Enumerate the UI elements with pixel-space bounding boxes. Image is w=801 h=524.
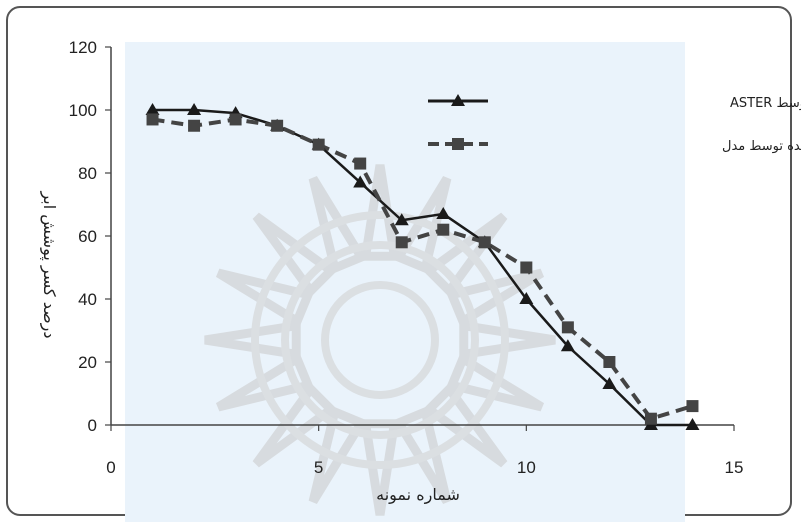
watermark-petal [215, 268, 315, 328]
legend-marker-aster [451, 94, 465, 106]
data-point-model [437, 223, 450, 236]
y-tick-label: 20 [78, 353, 97, 372]
watermark-petal [308, 175, 368, 275]
legend: کسر پوشش ابر برآورد شده توسط ASTER کسر پ… [428, 94, 801, 154]
data-point-model [520, 261, 533, 274]
x-tick-label: 0 [106, 458, 115, 477]
data-point-aster [436, 206, 451, 219]
data-point-model [271, 119, 284, 132]
data-point-model [146, 113, 159, 126]
data-point-model [188, 119, 201, 132]
data-point-model [395, 236, 408, 249]
data-point-aster [145, 103, 160, 115]
watermark-petal [308, 405, 368, 505]
y-tick-label: 120 [69, 38, 97, 57]
plot-background [125, 42, 685, 522]
watermark-petal [422, 212, 508, 298]
watermark-petal [252, 382, 338, 468]
watermark-petal [459, 320, 556, 360]
x-tick-label: 10 [517, 458, 536, 477]
data-point-model [644, 412, 657, 425]
data-point-model [561, 321, 574, 334]
watermark-ring [281, 241, 479, 439]
data-point-aster [394, 213, 409, 226]
x-tick-label: 5 [314, 458, 323, 477]
watermark-ring [321, 281, 439, 399]
y-tick-label: 80 [78, 164, 97, 183]
watermark-petal [215, 352, 315, 412]
data-point-model [478, 236, 491, 249]
data-point-model [603, 356, 616, 368]
y-tick-label: 100 [69, 101, 97, 120]
watermark-petal [252, 212, 338, 298]
x-axis-label: شماره نمونه [376, 485, 460, 505]
watermark-petal [392, 405, 452, 505]
series-markers [145, 103, 700, 430]
data-point-aster [602, 377, 617, 390]
watermark-petal [445, 268, 545, 328]
y-tick-label: 0 [88, 416, 97, 435]
data-point-model [312, 138, 325, 151]
data-point-model [354, 157, 367, 170]
data-point-aster [353, 175, 368, 188]
watermark-petal [445, 352, 545, 412]
data-point-aster [187, 103, 202, 115]
watermark-petal [422, 382, 508, 468]
data-point-model [686, 400, 699, 413]
series-line-aster [152, 108, 693, 427]
data-point-model [229, 113, 242, 126]
series-line-model [152, 117, 694, 421]
y-axis-label: درصد کسر پوشش ابر [39, 190, 59, 338]
watermark-ring [251, 211, 509, 469]
y-axis-ticks: 0 20 40 60 80 100 120 [69, 38, 111, 435]
legend-marker-model [452, 138, 464, 150]
y-tick-label: 40 [78, 290, 97, 309]
y-tick-label: 60 [78, 227, 97, 246]
legend-label-model: کسر پوشش ابر برآورد شده توسط مدل [722, 137, 801, 154]
x-tick-label: 15 [725, 458, 744, 477]
data-point-aster [519, 292, 534, 304]
legend-label-aster: کسر پوشش ابر برآورد شده توسط ASTER [730, 94, 801, 111]
data-point-aster [685, 418, 700, 430]
watermark-petal [360, 419, 400, 516]
data-point-aster [560, 339, 575, 352]
x-axis-ticks: 0 5 10 15 [106, 425, 743, 477]
series-lines [152, 108, 694, 427]
watermark-petal [204, 320, 301, 360]
